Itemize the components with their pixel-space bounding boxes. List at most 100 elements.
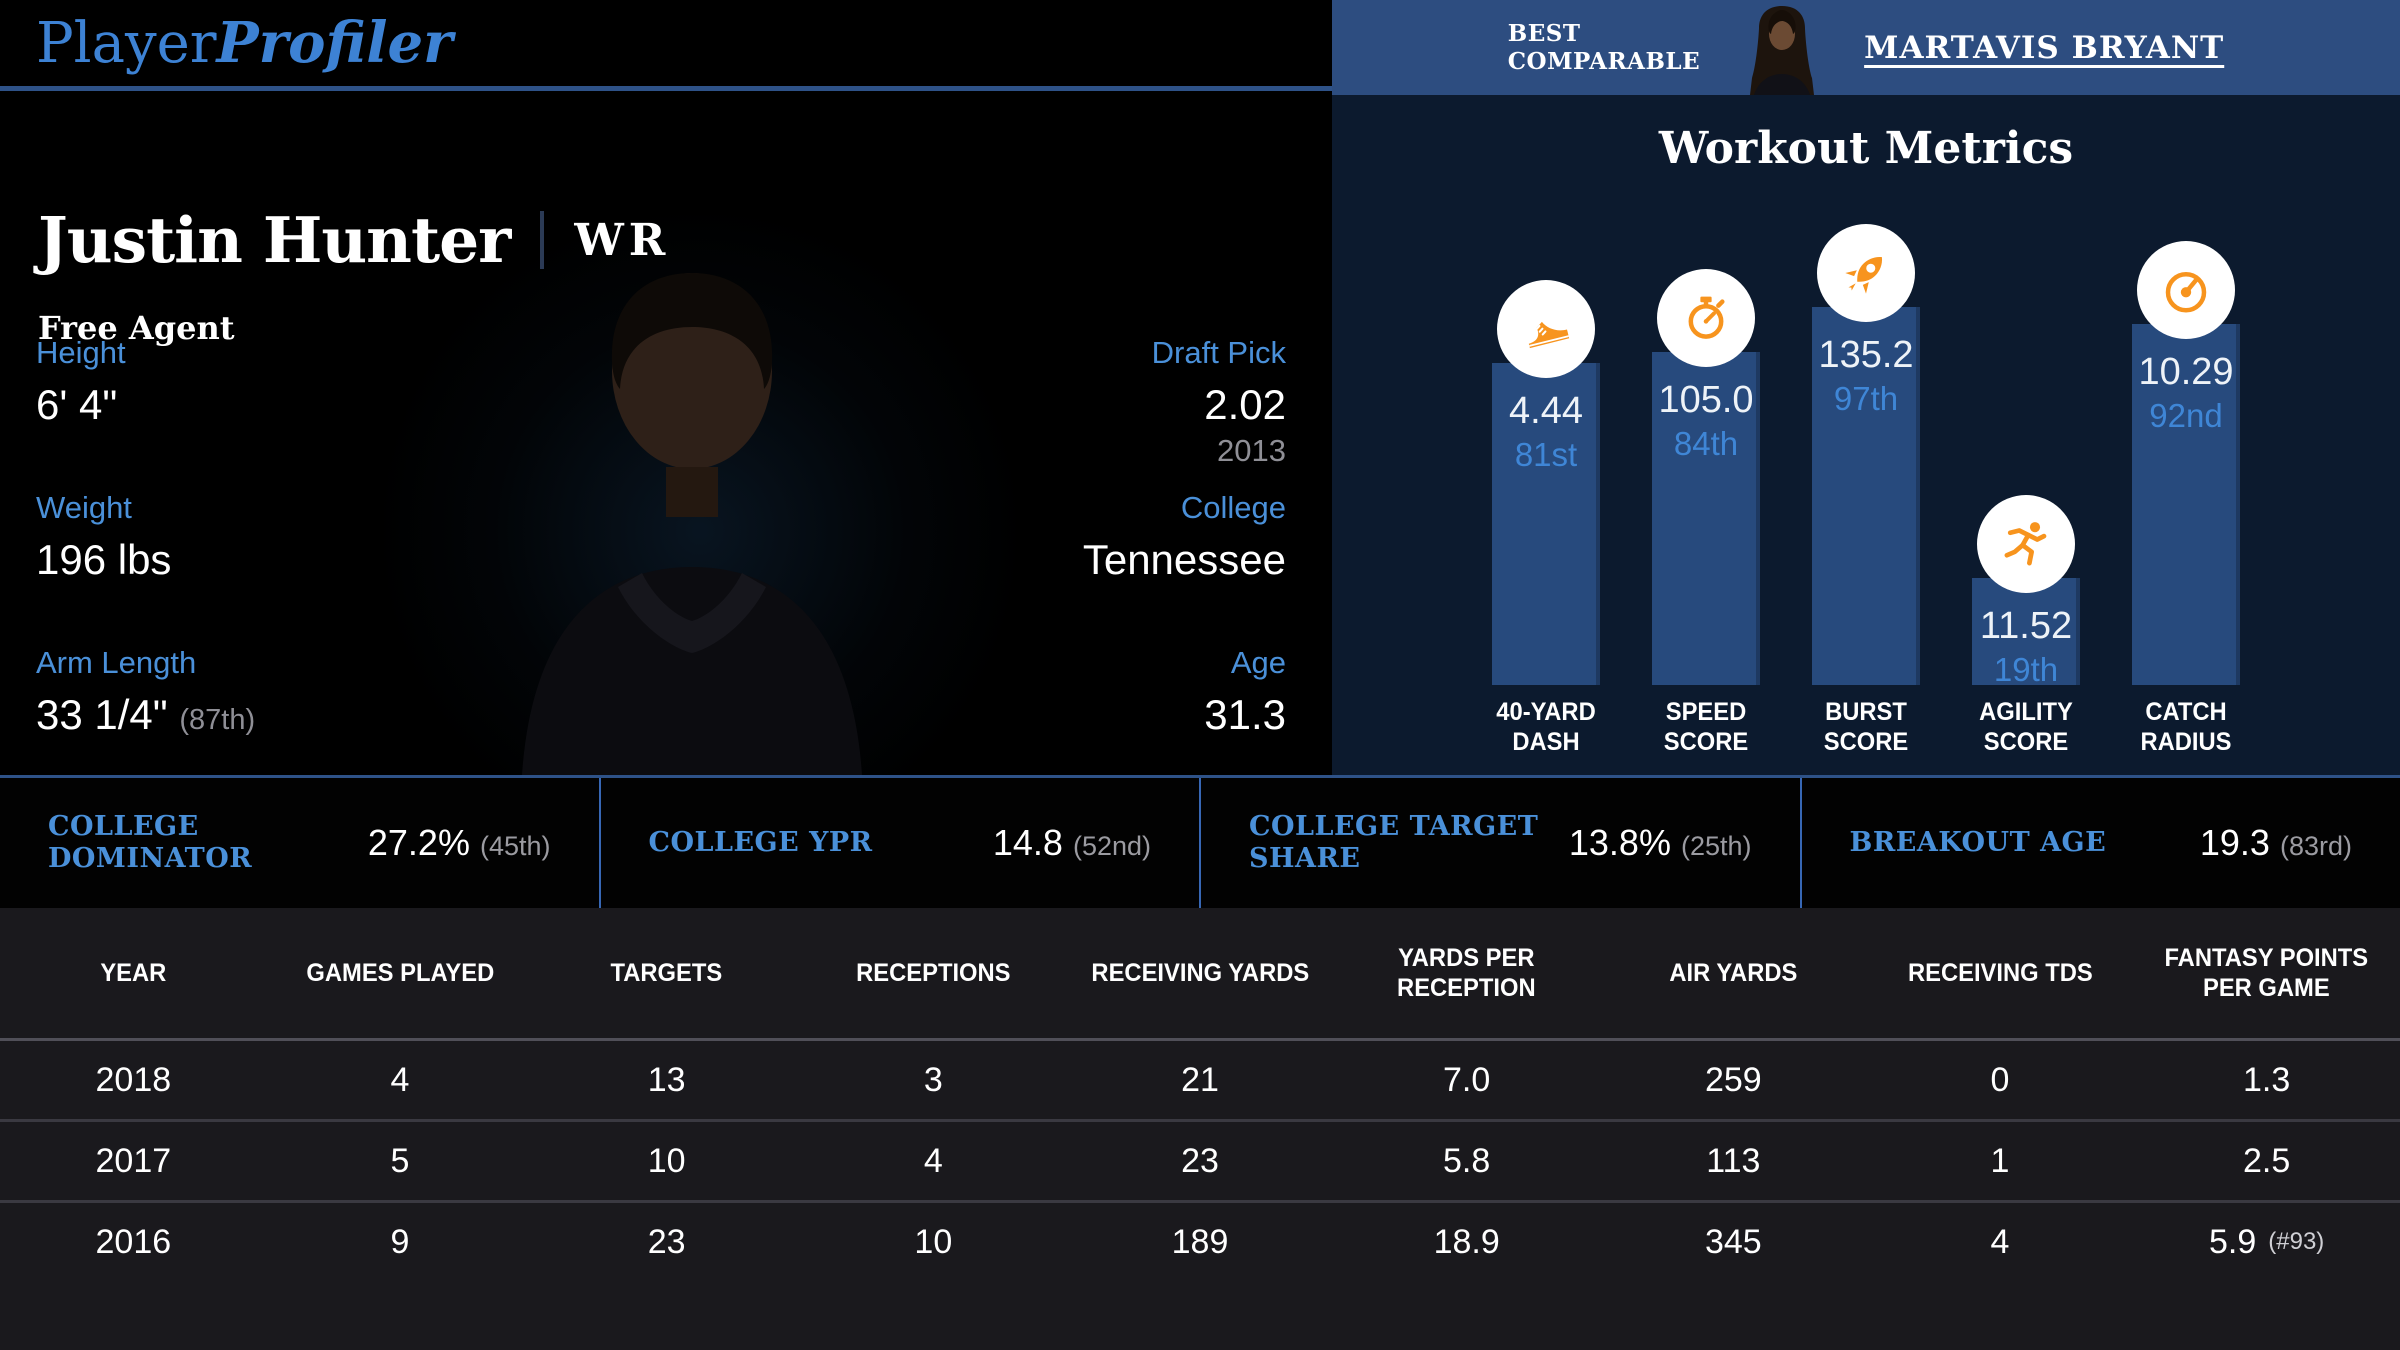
metric-percentile: 92nd <box>2149 397 2223 434</box>
cell-rec-yards: 21 <box>1181 1060 1219 1099</box>
cell-games: 9 <box>390 1222 410 1261</box>
cell-air-yards: 259 <box>1704 1060 1762 1099</box>
player-name: Justin Hunter <box>38 203 511 277</box>
cell-year: 2018 <box>95 1060 172 1099</box>
cell-games: 5 <box>390 1141 410 1180</box>
position-divider <box>540 211 545 269</box>
best-comparable-label: BEST COMPARABLE <box>1507 19 1701 75</box>
seasons-table: YEAR GAMES PLAYED TARGETS RECEPTIONS REC… <box>0 908 2400 1350</box>
metric-percentile: 81st <box>1514 436 1578 473</box>
metric-percentile: 84th <box>1673 425 1739 462</box>
cell-air-yards: 113 <box>1706 1141 1761 1180</box>
height-value: 6' 4" <box>36 381 118 428</box>
metric-value: 11.52 <box>1979 605 2073 647</box>
cell-fppg: 5.9 (#93) <box>2209 1222 2325 1261</box>
metric-percentile: 19th <box>1993 651 2059 688</box>
college-ypr-label: COLLEGE YPR <box>648 827 873 858</box>
college-target-share-value: 13.8% (25th) <box>1568 822 1752 863</box>
cell-targets: 23 <box>647 1222 686 1261</box>
shoe-icon <box>1497 280 1595 378</box>
bar-40-yard-dash: 4.44 81st <box>1492 280 1600 685</box>
team-status: Free Agent <box>38 309 235 347</box>
draft-pick-value: 2.02 <box>1204 381 1286 428</box>
best-comparable-bar: BEST COMPARABLE MARTAVIS BRYANT <box>1332 0 2400 95</box>
metric-label: CATCH RADIUS <box>2140 698 2232 756</box>
cell-fppg: 1.3 <box>2243 1060 2291 1099</box>
college-target-share-label: COLLEGE TARGET SHARE <box>1249 811 1539 874</box>
metric-percentile: 97th <box>1833 380 1899 417</box>
fppg-rank-note: (#93) <box>2268 1228 2325 1255</box>
hero-section: Justin Hunter WR Free Agent Height 6' 4"… <box>0 91 1332 778</box>
draft-pick-label: Draft Pick <box>1151 335 1286 370</box>
col-receiving-yards: RECEIVING YARDS <box>1091 959 1309 987</box>
weight-label: Weight <box>36 490 132 525</box>
cell-targets: 10 <box>647 1141 686 1180</box>
player-position: WR <box>574 214 671 266</box>
table-row-2018: 2018 4 13 3 21 7.0 259 0 1.3 <box>0 1041 2400 1122</box>
college-dominator-label: COLLEGE DOMINATOR <box>48 811 253 874</box>
arm-length-value: 33 1/4" (87th) <box>36 691 256 738</box>
cell-year: 2016 <box>95 1222 172 1261</box>
height-label: Height <box>36 335 126 370</box>
metric-label: AGILITY SCORE <box>1979 698 2073 756</box>
college-stat: College Tennessee <box>1083 490 1286 584</box>
age-label: Age <box>1230 645 1286 680</box>
col-air-yards: AIR YARDS <box>1669 959 1798 987</box>
logo-part-1: Player <box>36 11 217 76</box>
comparable-player-link[interactable]: MARTAVIS BRYANT <box>1864 29 2225 66</box>
workout-bars: 4.44 81st 105.0 84th 135.2 97th <box>1332 95 2400 688</box>
player-photo <box>522 273 862 775</box>
metric-value: 4.44 <box>1509 390 1583 432</box>
table-header-row: YEAR GAMES PLAYED TARGETS RECEPTIONS REC… <box>0 908 2400 1041</box>
metric-value: 135.2 <box>1818 334 1914 376</box>
arm-length-percentile: (87th) <box>179 704 256 736</box>
stopwatch-icon <box>1657 269 1755 367</box>
rocket-icon <box>1817 224 1915 322</box>
col-receptions: RECEPTIONS <box>856 959 1011 987</box>
workout-bar-labels: 40-YARD DASH SPEED SCORE BURST SCORE AGI… <box>1332 685 2400 772</box>
weight-value: 196 lbs <box>36 536 172 583</box>
college-value: Tennessee <box>1082 536 1286 583</box>
playerprofiler-logo[interactable]: PlayerProfiler <box>36 10 453 76</box>
col-receiving-tds: RECEIVING TDS <box>1907 959 2093 987</box>
bar-speed-score: 105.0 84th <box>1652 269 1760 685</box>
college-dominator-value: 27.2% (45th) <box>367 822 551 863</box>
metric-label: 40-YARD DASH <box>1496 698 1596 756</box>
college-stats-row: COLLEGE DOMINATOR 27.2% (45th) COLLEGE YP… <box>0 778 2400 908</box>
workout-metrics-panel: Workout Metrics 4.44 81st 105.0 84th <box>1332 95 2400 778</box>
cell-receptions: 10 <box>914 1222 953 1261</box>
draft-year: 2013 <box>1217 433 1286 468</box>
player-name-row: Justin Hunter WR <box>38 203 670 277</box>
college-ypr-cell: COLLEGE YPR 14.8 (52nd) <box>598 778 1200 908</box>
bar-agility-score: 11.52 19th <box>1972 495 2080 688</box>
breakout-age-value: 19.3 (83rd) <box>2199 822 2352 863</box>
cell-rec-tds: 1 <box>1990 1141 2010 1180</box>
cell-air-yards: 345 <box>1704 1222 1762 1261</box>
cell-targets: 13 <box>647 1060 686 1099</box>
col-fantasy-points-per-game: FANTASY POINTS PER GAME <box>2164 944 2369 1002</box>
arm-length-label: Arm Length <box>36 645 197 680</box>
top-header: PlayerProfiler <box>0 0 1332 91</box>
cell-receptions: 4 <box>923 1141 943 1180</box>
col-games-played: GAMES PLAYED <box>306 959 494 987</box>
breakout-age-label: BREAKOUT AGE <box>1849 827 2107 858</box>
college-target-share-cell: COLLEGE TARGET SHARE 13.8% (25th) <box>1199 778 1800 908</box>
table-row-2016: 2016 9 23 10 189 18.9 345 4 5.9 (#93) <box>0 1203 2400 1281</box>
college-ypr-value: 14.8 (52nd) <box>992 822 1151 863</box>
cell-ypr: 18.9 <box>1433 1222 1500 1261</box>
cell-rec-tds: 0 <box>1990 1060 2010 1099</box>
cell-rec-yards: 189 <box>1171 1222 1229 1261</box>
cell-fppg: 2.5 <box>2243 1141 2291 1180</box>
cell-rec-yards: 23 <box>1181 1141 1219 1180</box>
comparable-player-photo[interactable] <box>1742 0 1822 95</box>
cell-ypr: 7.0 <box>1443 1060 1491 1099</box>
col-targets: TARGETS <box>610 959 723 987</box>
cell-receptions: 3 <box>923 1060 943 1099</box>
cell-ypr: 5.8 <box>1443 1141 1491 1180</box>
cell-games: 4 <box>390 1060 410 1099</box>
col-yards-per-reception: YARDS PER RECEPTION <box>1397 944 1536 1002</box>
cell-rec-tds: 4 <box>1990 1222 2010 1261</box>
col-year: YEAR <box>100 959 167 987</box>
gauge-icon <box>2137 241 2235 339</box>
